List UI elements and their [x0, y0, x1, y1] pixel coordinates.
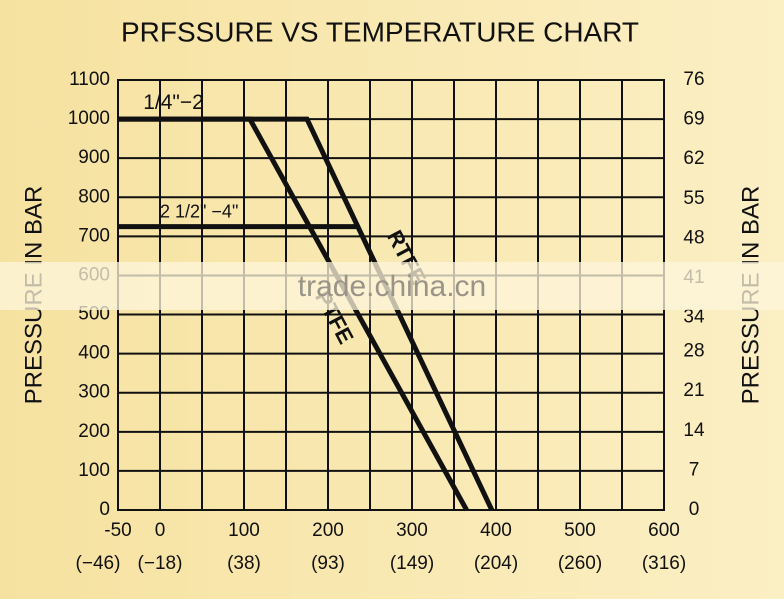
y-tick-label: 100 — [78, 460, 110, 481]
y2-tick-label: 34 — [683, 307, 705, 328]
series-line — [118, 116, 495, 512]
y2-tick-label: 55 — [683, 188, 704, 209]
x2-tick-label: (149) — [390, 553, 434, 574]
watermark-band — [0, 262, 784, 310]
x2-tick-label: (−46) — [76, 553, 121, 574]
x-tick-label: 0 — [155, 520, 166, 541]
y2-tick-label: 28 — [683, 341, 704, 362]
y-tick-label: 400 — [78, 343, 110, 364]
x2-tick-label: (−18) — [138, 553, 183, 574]
y2-tick-label: 7 — [689, 459, 700, 480]
y2-tick-label: 62 — [683, 148, 704, 169]
chart-title: PRFSSURE VS TEMPERATURE CHART — [121, 16, 639, 47]
y-tick-label: 200 — [78, 421, 110, 442]
annotation: 1/4"−2 — [143, 91, 204, 114]
x-tick-label: 200 — [312, 520, 344, 541]
series-label: 2 1/2" −4" — [160, 201, 238, 221]
y2-tick-label: 69 — [683, 109, 704, 130]
watermark: trade.china.cn — [298, 270, 486, 303]
x2-tick-label: (316) — [642, 553, 686, 574]
x-tick-label: -50 — [104, 520, 131, 541]
x2-tick-label: (204) — [474, 553, 518, 574]
y-tick-label: 700 — [78, 225, 110, 246]
x-tick-label: 100 — [228, 520, 260, 541]
x-tick-label: 300 — [396, 520, 428, 541]
y-tick-label: 900 — [78, 147, 110, 168]
x2-tick-label: (93) — [311, 553, 345, 574]
y-tick-label: 1100 — [69, 69, 110, 90]
y2-tick-label: 0 — [689, 499, 700, 520]
y-tick-label: 800 — [78, 186, 110, 207]
y-tick-label: 1000 — [68, 108, 110, 129]
x-tick-label: 500 — [564, 520, 596, 541]
x-tick-label: 400 — [480, 520, 512, 541]
y-tick-label: 300 — [78, 382, 110, 403]
y2-tick-label: 14 — [683, 420, 705, 441]
y2-tick-label: 48 — [683, 227, 704, 248]
y-tick-label: 0 — [99, 499, 110, 520]
x-tick-label: 600 — [648, 520, 680, 541]
y2-tick-label: 76 — [683, 69, 704, 90]
x2-tick-label: (260) — [558, 553, 602, 574]
x2-tick-label: (38) — [227, 553, 261, 574]
y2-tick-label: 21 — [683, 380, 704, 401]
